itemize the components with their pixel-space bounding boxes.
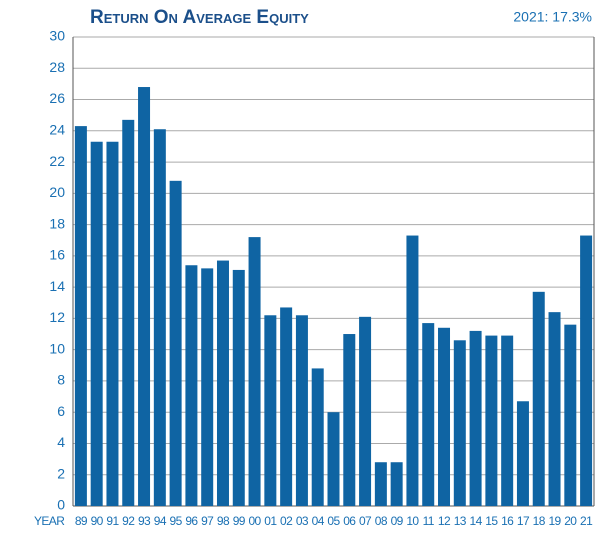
- x-tick-label: 02: [280, 514, 293, 528]
- bar: [453, 340, 466, 506]
- y-tick-label: 30: [49, 28, 65, 44]
- y-tick-label: 0: [57, 497, 65, 513]
- bar: [90, 141, 103, 506]
- bar: [216, 260, 229, 506]
- bar: [264, 315, 277, 506]
- bar: [295, 315, 308, 506]
- x-tick-label: 13: [454, 514, 467, 528]
- y-tick-label: 6: [57, 403, 65, 419]
- bar: [374, 462, 387, 506]
- bar: [359, 316, 372, 506]
- x-tick-label: 21: [580, 514, 593, 528]
- x-tick-label: 14: [470, 514, 483, 528]
- x-tick-label: 16: [501, 514, 514, 528]
- x-tick-label: 01: [264, 514, 277, 528]
- bar: [580, 235, 593, 506]
- x-tick-label: 19: [548, 514, 561, 528]
- x-tick-label: 03: [296, 514, 309, 528]
- bar: [311, 368, 324, 506]
- bar: [532, 291, 545, 506]
- y-tick-label: 14: [49, 278, 65, 294]
- bar: [422, 323, 435, 506]
- bar: [501, 335, 514, 506]
- y-tick-label: 18: [49, 215, 65, 231]
- x-tick-label: 94: [154, 514, 167, 528]
- x-tick-label: 04: [312, 514, 325, 528]
- bar: [406, 235, 419, 506]
- x-tick-label: 09: [391, 514, 404, 528]
- x-tick-label: 00: [248, 514, 261, 528]
- bar: [564, 324, 577, 506]
- x-tick-label: 18: [533, 514, 546, 528]
- x-tick-label: 07: [359, 514, 372, 528]
- bar: [438, 327, 451, 506]
- bar: [169, 180, 182, 506]
- x-tick-label: 95: [170, 514, 183, 528]
- x-tick-label: 17: [517, 514, 530, 528]
- bar: [153, 129, 166, 506]
- bar: [138, 87, 151, 506]
- x-tick-label: 92: [122, 514, 135, 528]
- bar: [280, 307, 293, 506]
- x-tick-label: 05: [327, 514, 340, 528]
- bar: [469, 330, 482, 506]
- x-tick-label: 99: [233, 514, 246, 528]
- x-tick-label: 08: [375, 514, 388, 528]
- y-tick-label: 20: [49, 184, 65, 200]
- y-tick-label: 22: [49, 153, 65, 169]
- bar: [122, 119, 135, 507]
- bar: [185, 265, 198, 506]
- y-tick-label: 12: [49, 309, 65, 325]
- bar: [106, 141, 119, 506]
- bar: [327, 412, 340, 506]
- bar: [516, 401, 529, 506]
- bar: [74, 126, 87, 507]
- bar: [232, 269, 245, 506]
- x-tick-label: 90: [91, 514, 104, 528]
- x-tick-label: 89: [75, 514, 88, 528]
- bar: [485, 335, 498, 506]
- y-tick-label: 8: [57, 372, 65, 388]
- bar: [548, 312, 561, 506]
- x-tick-label: 12: [438, 514, 451, 528]
- x-axis-label: YEAR: [34, 514, 65, 528]
- x-tick-label: 98: [217, 514, 230, 528]
- x-tick-label: 10: [406, 514, 419, 528]
- chart-title: Return On Average Equity: [90, 7, 309, 28]
- x-tick-label: 91: [106, 514, 119, 528]
- x-tick-label: 15: [485, 514, 498, 528]
- x-tick-label: 93: [138, 514, 151, 528]
- x-tick-label: 11: [423, 514, 435, 528]
- x-tick-label: 20: [564, 514, 577, 528]
- chart-subtitle: 2021: 17.3%: [513, 9, 592, 25]
- x-tick-label: 06: [343, 514, 356, 528]
- bar: [248, 237, 261, 506]
- bar: [390, 462, 403, 506]
- x-tick-label: 96: [185, 514, 198, 528]
- y-tick-label: 2: [57, 465, 65, 481]
- y-tick-label: 10: [49, 340, 65, 356]
- y-tick-label: 28: [49, 59, 65, 75]
- y-tick-label: 24: [49, 122, 65, 138]
- y-tick-label: 4: [57, 434, 65, 450]
- y-tick-label: 16: [49, 247, 65, 263]
- y-tick-label: 26: [49, 90, 65, 106]
- x-tick-label: 97: [201, 514, 214, 528]
- bar: [201, 268, 214, 506]
- bar: [343, 334, 356, 506]
